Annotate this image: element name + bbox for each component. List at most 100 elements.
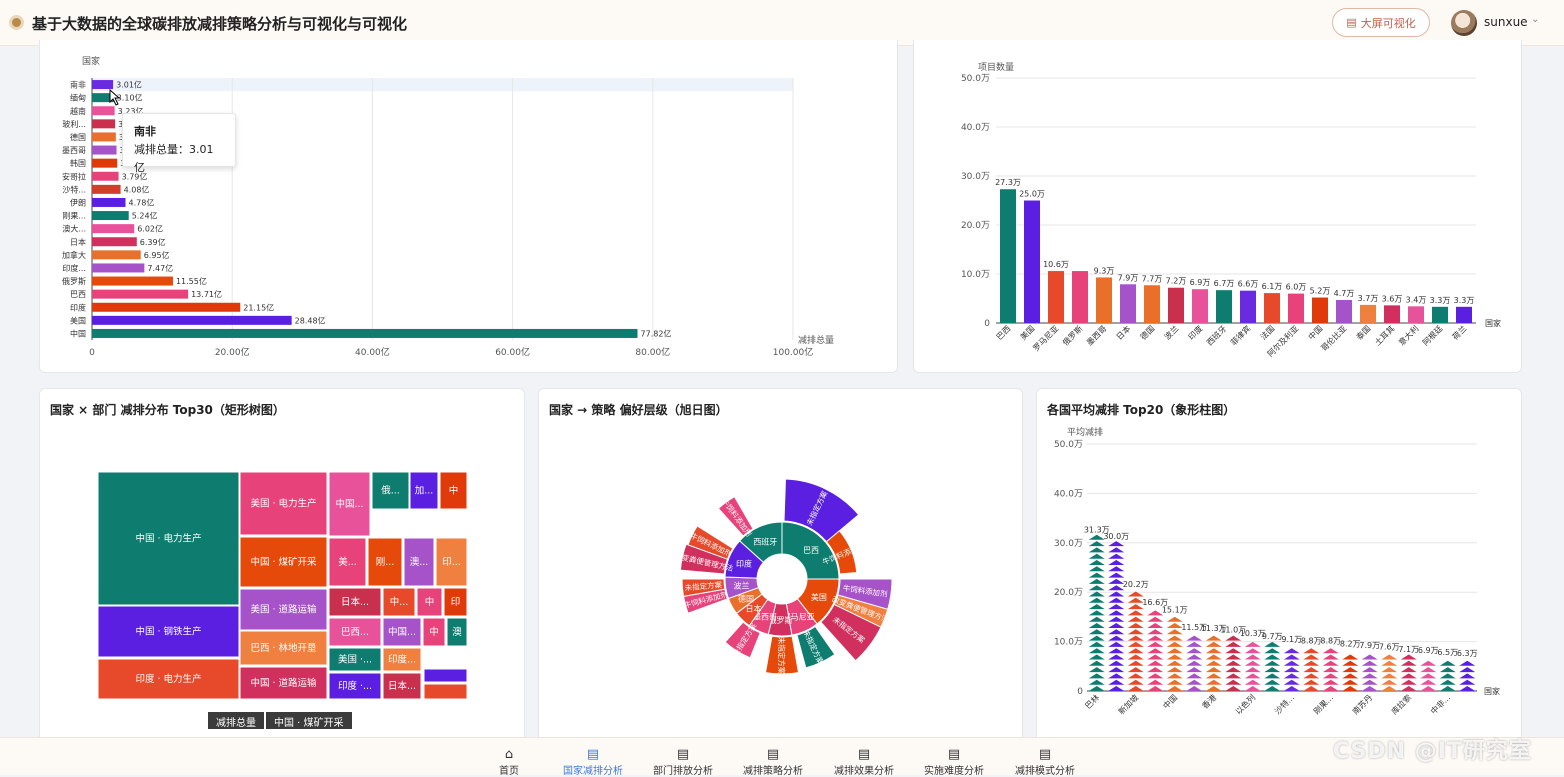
nav-pattern[interactable]: ▤ 减排模式分析 [1005, 748, 1085, 777]
bar [92, 171, 119, 181]
treemap-cell-label: 澳... [410, 556, 429, 568]
y-tick-label: 10.0万 [961, 270, 990, 280]
y-tick-label: 印度 [70, 302, 86, 312]
pictorial-symbol [1400, 673, 1417, 679]
bar [92, 315, 292, 325]
y-tick-label: 30.0万 [961, 172, 990, 182]
pictorial-symbol [1127, 667, 1144, 673]
bar-value-label: 3.4万 [1406, 295, 1427, 304]
pictorial-symbol [1342, 673, 1359, 679]
treemap-cell-label: 中国... [388, 626, 416, 638]
user-name[interactable]: sunxue [1484, 15, 1528, 29]
avatar[interactable] [1451, 10, 1477, 36]
treemap-cell-label: 刚... [376, 557, 395, 568]
breadcrumb-root[interactable]: 减排总量 [208, 712, 264, 729]
pictorial-card: 各国平均减排 Top20（象形柱图） 平均减排 0 10.0万 20.0万 30.0万 4… [1036, 388, 1522, 748]
pictorial-symbol [1244, 667, 1261, 673]
sunburst-title: 国家 → 策略 偏好层级（旭日图） [549, 403, 728, 417]
pictorial-symbol [1361, 679, 1378, 685]
bigscreen-button[interactable]: ▤ 大屏可视化 [1332, 8, 1430, 37]
chart-icon: ▤ [766, 747, 780, 762]
pictorial-symbol [1088, 641, 1105, 647]
y-tick-label: 20.0万 [961, 221, 990, 231]
pictorial-symbol [1166, 673, 1183, 679]
treemap-cell [409, 471, 439, 510]
bar-value-label: 6.0万 [1286, 283, 1307, 292]
bar-value-label: 4.08亿 [124, 184, 150, 194]
bar-value-label: 6.9万 [1418, 646, 1439, 655]
treemap-cell-label: 中... [390, 596, 409, 608]
y-tick-label: 0 [984, 319, 990, 329]
breadcrumb[interactable]: 减排总量 中国 · 煤矿开采 [208, 712, 354, 729]
pictorial-symbol [1420, 673, 1437, 679]
pictorial-symbol [1264, 679, 1281, 685]
nav-difficulty[interactable]: ▤ 实施难度分析 [914, 748, 994, 777]
bar-value-label: 6.02亿 [137, 224, 163, 234]
chart-icon: ▤ [676, 747, 690, 762]
pictorial-symbol [1225, 660, 1242, 666]
pictorial-symbol [1381, 679, 1398, 685]
bar-value-label: 30.0万 [1103, 532, 1129, 541]
pictorial-symbol [1108, 597, 1125, 603]
bar-value-label: 6.3万 [1457, 649, 1478, 658]
treemap-cell [239, 630, 328, 666]
y-tick-label: 伊朗 [70, 197, 86, 207]
pictorial-symbol [1108, 673, 1125, 679]
pictorial-symbol [1283, 673, 1300, 679]
nav-home[interactable]: ⌂ 首页 [469, 748, 549, 777]
pictorial-symbol [1439, 673, 1456, 679]
pictorial-symbol [1186, 654, 1203, 660]
x-tick-label: 墨西哥 [1085, 324, 1108, 347]
x-tick-label: 哥伦比亚 [1319, 323, 1349, 353]
pictorial-symbol [1303, 648, 1320, 654]
bar [1336, 299, 1352, 323]
bar [92, 289, 189, 299]
breadcrumb-current[interactable]: 中国 · 煤矿开采 [266, 712, 352, 729]
monitor-icon: ▤ [1346, 16, 1357, 29]
bar-value-label: 3.6万 [1382, 294, 1403, 303]
bar-value-label: 3.23亿 [118, 106, 144, 116]
treemap-cell [423, 668, 468, 683]
pictorial-symbol [1205, 673, 1222, 679]
treemap-cell-label: 加... [415, 486, 434, 497]
treemap-title: 国家 × 部门 减排分布 Top30（矩形树图） [50, 403, 285, 417]
nav-sector-emission[interactable]: ▤ 部门排放分析 [643, 748, 723, 777]
bar-value-label: 6.7万 [1214, 279, 1235, 288]
pictorial-symbol [1400, 686, 1417, 691]
pictorial-symbol [1361, 667, 1378, 673]
treemap-cell [328, 617, 382, 647]
pictorial-symbol [1127, 629, 1144, 635]
pictorial-symbol [1147, 648, 1164, 654]
pictorial-bar [1459, 660, 1476, 691]
pictorial-bar [1244, 641, 1261, 691]
y-tick-label: 40.0万 [1054, 489, 1083, 499]
bar-value-label: 6.6万 [1238, 280, 1259, 289]
bar-value-label: 10.3万 [1240, 629, 1266, 638]
bar-value-label: 8.8万 [1320, 637, 1341, 646]
pictorial-symbol [1127, 591, 1144, 597]
pictorial-symbol [1244, 660, 1261, 666]
sunburst-chart[interactable]: 巴西美国罗马尼亚俄罗斯墨西哥日本德国波兰印度西班牙未指定方案牛饲料添加剂牛饲料添… [539, 389, 1024, 749]
pictorial-bar [1303, 648, 1320, 691]
nav-country-reduction[interactable]: ▤ 国家减排分析 [553, 748, 633, 777]
bar-value-label: 9.3万 [1094, 266, 1115, 275]
nav-effect[interactable]: ▤ 减排效果分析 [824, 748, 904, 777]
bar [92, 80, 114, 90]
x-tick-label: 中非... [1428, 692, 1452, 716]
chevron-down-icon[interactable]: ⌄ [1531, 14, 1540, 25]
y-tick-label: 30.0万 [1054, 539, 1083, 549]
nav-strategy[interactable]: ▤ 减排策略分析 [733, 748, 813, 777]
bar [1120, 284, 1136, 323]
bar [1240, 290, 1256, 323]
x-tick-label: 香港 [1200, 692, 1218, 710]
pictorial-symbol [1459, 679, 1476, 685]
bar [92, 237, 137, 247]
pictorial-symbol [1244, 654, 1261, 660]
treemap-cell [239, 588, 328, 631]
sunburst-outer-segment [681, 578, 726, 597]
pictorial-symbol [1361, 654, 1378, 660]
treemap-cell [443, 587, 468, 617]
